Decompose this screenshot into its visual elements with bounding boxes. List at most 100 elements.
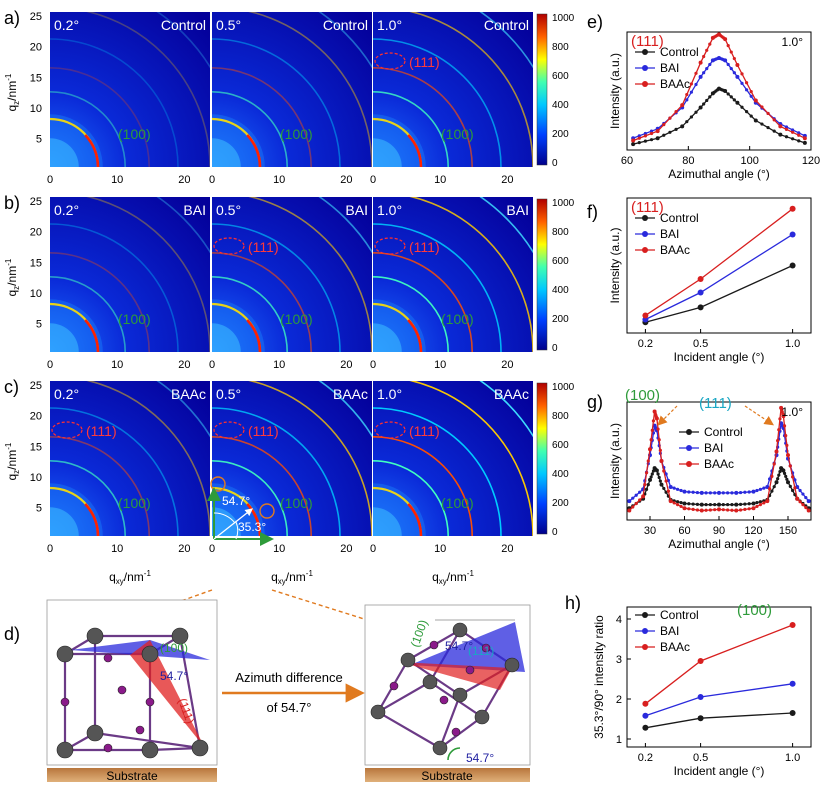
diffraction-ring [479,12,533,69]
y-tick-label: 20 [30,227,42,239]
data-point-control [735,100,740,105]
atom [481,643,491,653]
atom [135,725,145,735]
x-tick-label: 0 [209,174,215,186]
giwaxs-pattern: 0.5° BAAc (100) (111) 54.7° 35.3° [207,381,372,546]
ring-100-hotspot [407,503,423,536]
data-point-control [668,130,672,134]
diffraction-ring [373,67,473,167]
incident-angle-label: 0.5° [216,202,241,218]
y-tick-label: 15 [30,257,42,269]
data-point-baac [649,438,653,442]
atom [389,681,399,691]
diffraction-ring [373,91,449,167]
data-point-control [704,503,708,507]
qz-axis-label: qz/nm-1 [4,442,21,480]
qxy-main: q [109,570,116,584]
ring-group [50,12,210,167]
chart-plane-label: (100) [737,602,772,619]
substrate-left-label: Substrate [106,769,158,783]
data-point-baac [662,469,666,473]
data-point-control [694,110,698,114]
data-point-baac [695,508,700,512]
atom [400,652,416,668]
data-point-control [774,480,779,485]
callout-arrow-right [271,589,383,627]
data-point-baac [781,412,785,416]
qz-axis-main: q [5,105,19,112]
data-point-baac [650,428,654,432]
data-point-bai [721,491,725,495]
x-tick-label: 0 [209,359,215,371]
data-point-baac [784,127,789,131]
data-point-baac [785,443,789,447]
diffraction-ring [50,38,179,167]
row-label: b) [4,193,20,213]
data-point-baac [777,428,781,432]
data-point-bai [708,491,712,495]
diffraction-ring [212,460,288,536]
data-point-bai [697,289,704,296]
colorbar-tick-label: 600 [552,256,569,267]
legend-label: Control [660,45,699,59]
data-point-control [772,129,776,133]
bond [149,746,201,752]
qz-axis-label: qz/nm-1 [4,258,21,296]
beam-core [50,138,79,167]
data-point-bai [679,488,683,493]
schematic-frame-left [46,599,218,766]
colorbar-tick-label: 800 [552,227,569,238]
incident-angle-label: 0.2° [54,17,79,33]
chart-frame [626,197,812,334]
legend-marker [642,65,648,71]
data-point-bai [735,74,740,79]
data-point-bai [797,131,801,135]
data-point-control [788,484,792,488]
data-point-baac [705,48,709,52]
arc-54 [213,512,236,524]
x-tick-label: 20 [501,359,513,371]
data-point-bai [676,487,680,491]
data-point-control [797,139,801,143]
data-point-control [778,132,783,137]
data-point-control [697,304,704,311]
atom [474,709,490,725]
bond [377,711,441,749]
data-point-baac [699,508,704,513]
ring-100-hotspot [84,319,100,352]
data-point-bai [627,499,632,504]
y-tick-label: 20 [30,42,42,54]
data-point-baac [659,459,664,463]
ring-100-hotspot [84,134,100,167]
data-point-control [643,139,648,143]
qxy-subscript: xy [439,577,447,586]
beam-core [50,507,79,536]
x-tick-label: 0.5 [693,752,708,764]
diffraction-ring [373,436,473,536]
data-point-control [680,124,685,129]
data-point-bai [689,90,694,94]
data-point-baac [766,111,770,116]
qz-axis-subscript: z [12,101,21,105]
diffraction-ring [318,381,372,438]
data-point-control [715,88,720,92]
data-point-control [791,488,795,493]
data-point-control [646,483,650,487]
data-point-bai [708,62,712,67]
data-point-bai [702,71,706,75]
qz-axis-label: qz/nm-1 [4,73,21,111]
data-point-control [662,133,666,137]
qz-axis-unit: /nm [5,81,19,101]
y-tick-label: 10 [30,103,42,115]
legend-marker [686,461,692,467]
y-tick-label: 10 [30,472,42,484]
diffraction-ring [212,436,312,536]
plane-100-label: (100) [441,126,474,142]
diffraction-ring [50,436,150,536]
diffraction-ring [50,252,150,352]
qxy-unit: /nm [286,570,306,584]
ring-group [373,381,533,536]
plane-111-label: (111) [248,239,279,255]
data-point-baac [726,508,730,512]
qxy-unit: /nm [124,570,144,584]
